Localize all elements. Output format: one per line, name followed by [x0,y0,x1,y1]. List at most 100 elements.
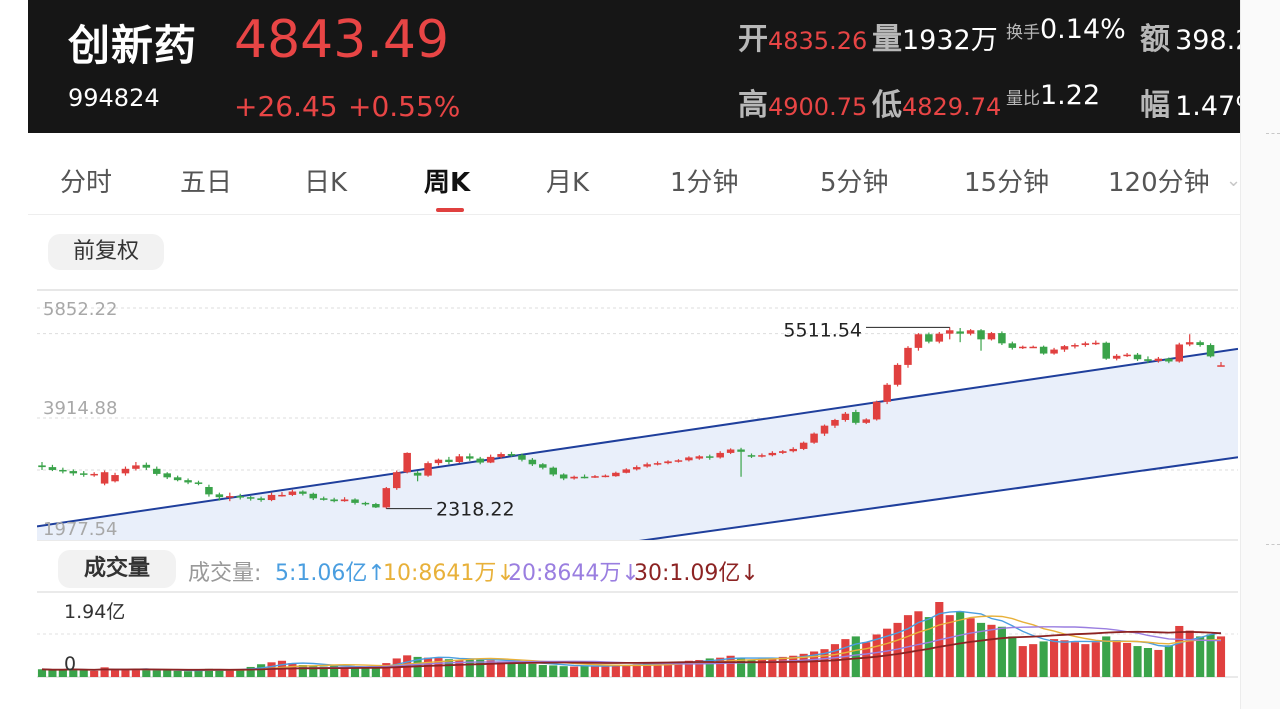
candle [622,468,631,474]
candle [79,471,88,477]
turnover-label: 换手 [1006,23,1040,43]
candle-body [998,333,1006,344]
candle [674,459,683,463]
candle [372,502,380,508]
volume-bar [810,651,819,677]
candle-body [69,471,78,474]
volume-bar [48,670,57,677]
volume-bar [1091,642,1100,677]
volume-indicator-button[interactable]: 成交量 [58,550,176,588]
price-adjust-button[interactable]: 前复权 [48,234,164,270]
volume-y-axis-label: 1.94亿 [64,601,125,623]
candle [194,480,203,486]
volume-bar [69,668,78,677]
candle [549,466,558,477]
volume-ma30-line [41,630,1222,671]
volume-y-axis-label: 0 [64,653,76,675]
candle-body [445,459,453,462]
tab-120-minute[interactable]: 120分钟 [1108,168,1210,198]
candle [789,447,797,453]
volume-bar [173,670,182,677]
candle-body [299,491,307,494]
candle-body [705,456,714,458]
candle [528,458,537,466]
price-change-percent: +0.55% [348,90,461,123]
candle-body [226,496,234,498]
candle-body [1123,354,1131,357]
candle-body [215,494,224,498]
candle-body [434,459,443,464]
high-metric: 高4900.75 [738,80,867,124]
chevron-down-icon[interactable]: ⌄ [1226,170,1242,191]
volume-bar [413,656,422,677]
volume-bar [350,667,360,677]
candle-body [601,475,610,478]
candle-body [1165,358,1173,362]
volume-bar [1143,648,1153,677]
amount-value: 398.2 [1175,25,1240,56]
open-label: 开 [738,22,768,57]
candle [820,424,829,436]
volume-bar [1133,646,1142,677]
volume-ma30-legend: 30:1.09亿↓ [634,561,759,586]
candle [1185,334,1194,347]
price-change: +26.45 [234,90,338,123]
tab-intraday[interactable]: 分时 [60,168,113,198]
volume-bar [705,658,714,677]
volume-ma20-legend: 20:8644万↓ [508,561,640,586]
tab-monthly-k[interactable]: 月K [546,168,590,198]
candle [726,448,735,455]
high-marker-label: 5511.54 [783,319,862,341]
volume-bar [549,665,558,677]
tab-5-minute[interactable]: 5分钟 [820,168,889,198]
volume-bar [1049,639,1059,677]
tab-1-minute[interactable]: 1分钟 [670,168,739,198]
volume-bar [778,656,787,677]
candle [1081,341,1090,347]
candle-body [935,333,944,342]
candle-body [382,488,391,508]
candle [612,471,620,477]
candle [841,412,850,422]
tab-weekly-k[interactable]: 周K [424,168,471,198]
candle-body [1092,342,1100,345]
volume-bar [1196,636,1205,677]
candle-body [862,419,871,423]
candle [90,472,98,477]
volume-bar [267,662,276,677]
candle-body [653,463,662,465]
tab-daily-k[interactable]: 日K [304,168,348,198]
volume-bar [674,661,683,677]
volume-bar [497,661,506,677]
candle-body [695,456,704,459]
candle-body [872,401,881,420]
candle-body [1071,345,1079,347]
candle [862,418,871,424]
volume-bar [1185,630,1194,677]
volume-bar [528,663,537,677]
volume-bar [371,665,380,677]
volume-bar [851,636,860,677]
left-margin [0,0,28,709]
candle-body [153,468,161,474]
volume-bar [382,663,391,677]
candle [1060,345,1069,352]
candle [173,475,182,482]
candle-body [79,473,88,475]
candle [643,462,651,468]
candle-body [163,473,171,478]
volume-bar [799,653,808,677]
candle [883,383,891,405]
candle-body [340,499,349,502]
candle-body [737,449,745,452]
candle [288,489,297,497]
candle-body [413,472,422,476]
candle [966,329,975,336]
candle-body [1019,346,1027,349]
tab-five-day[interactable]: 五日 [180,168,233,198]
candle-body [726,449,735,453]
candle [601,474,610,478]
volume-bar [611,664,620,677]
volume-bar [726,655,735,677]
tab-15-minute[interactable]: 15分钟 [964,168,1050,198]
